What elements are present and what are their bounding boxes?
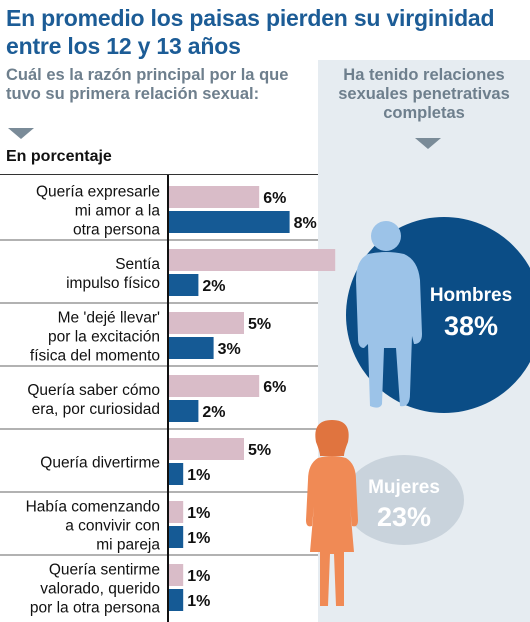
hombres-label: Hombres bbox=[429, 285, 513, 306]
bar-series-1 bbox=[168, 438, 244, 460]
data-label-series-2: 1% bbox=[187, 593, 210, 610]
bar-series-2 bbox=[168, 589, 184, 611]
data-label-series-1: 1% bbox=[187, 505, 210, 522]
category-label: Había comenzando bbox=[26, 499, 160, 516]
bar-series-1 bbox=[168, 564, 184, 586]
category-label: por la otra persona bbox=[30, 600, 160, 617]
question-heading: Cuál es la razón principal por la que tu… bbox=[6, 66, 289, 103]
bar-series-1 bbox=[168, 249, 336, 271]
category-label: mi amor a la bbox=[75, 203, 161, 220]
data-label-series-2: 2% bbox=[202, 404, 225, 421]
data-label-series-1: 11% bbox=[339, 253, 340, 270]
bar-series-2 bbox=[168, 274, 199, 296]
bar-series-2 bbox=[168, 400, 199, 422]
category-label: era, por curiosidad bbox=[32, 401, 160, 418]
category-label: Me 'dejé llevar' bbox=[58, 310, 160, 327]
data-label-series-2: 2% bbox=[202, 278, 225, 295]
reasons-bar-chart: 6% 8% Quería expresarle mi amor a la otra pe… bbox=[0, 175, 340, 622]
mujeres-label: Mujeres bbox=[368, 477, 440, 498]
mujeres-circle bbox=[344, 455, 464, 545]
data-label-series-2: 1% bbox=[187, 530, 210, 547]
bar-series-2 bbox=[168, 337, 214, 359]
category-label: Quería divertirme bbox=[40, 455, 160, 472]
category-label: otra persona bbox=[73, 222, 160, 239]
category-label: física del momento bbox=[30, 348, 160, 365]
right-arrow-icon bbox=[415, 138, 441, 149]
category-label: a convivir con bbox=[65, 518, 160, 535]
category-label: Sentía bbox=[115, 256, 160, 273]
category-label: Quería expresarle bbox=[36, 184, 160, 201]
hombres-value: 38% bbox=[443, 311, 499, 341]
category-label: valorado, querido bbox=[40, 581, 160, 598]
category-label: Quería sentirme bbox=[49, 562, 160, 579]
category-label: por la excitación bbox=[48, 329, 160, 346]
data-label-series-1: 5% bbox=[248, 442, 271, 459]
category-label: impulso físico bbox=[66, 275, 160, 292]
data-label-series-1: 1% bbox=[187, 568, 210, 585]
bar-series-1 bbox=[168, 312, 244, 334]
data-label-series-1: 5% bbox=[248, 316, 271, 333]
question-arrow-icon bbox=[8, 128, 34, 139]
bar-series-1 bbox=[168, 186, 260, 208]
data-label-series-1: 6% bbox=[263, 379, 286, 396]
category-label: Quería saber cómo bbox=[27, 382, 160, 399]
unit-label: En porcentaje bbox=[6, 148, 112, 165]
bar-series-2 bbox=[168, 211, 290, 233]
data-label-series-1: 6% bbox=[263, 190, 286, 207]
data-label-series-2: 3% bbox=[218, 341, 241, 358]
bar-series-1 bbox=[168, 501, 184, 523]
bar-series-1 bbox=[168, 375, 260, 397]
bar-series-2 bbox=[168, 526, 184, 548]
bar-series-2 bbox=[168, 463, 184, 485]
right-heading: Ha tenido relaciones sexuales penetrativ… bbox=[338, 66, 510, 122]
category-label: mi pareja bbox=[96, 537, 160, 554]
woman-figure-icon bbox=[306, 420, 358, 606]
unit-divider bbox=[0, 174, 318, 175]
page-title: En promedio los paisas pierden su virgin… bbox=[6, 5, 495, 59]
data-label-series-2: 8% bbox=[294, 215, 317, 232]
man-figure-icon bbox=[356, 221, 422, 408]
mujeres-value: 23% bbox=[376, 502, 432, 532]
data-label-series-2: 1% bbox=[187, 467, 210, 484]
